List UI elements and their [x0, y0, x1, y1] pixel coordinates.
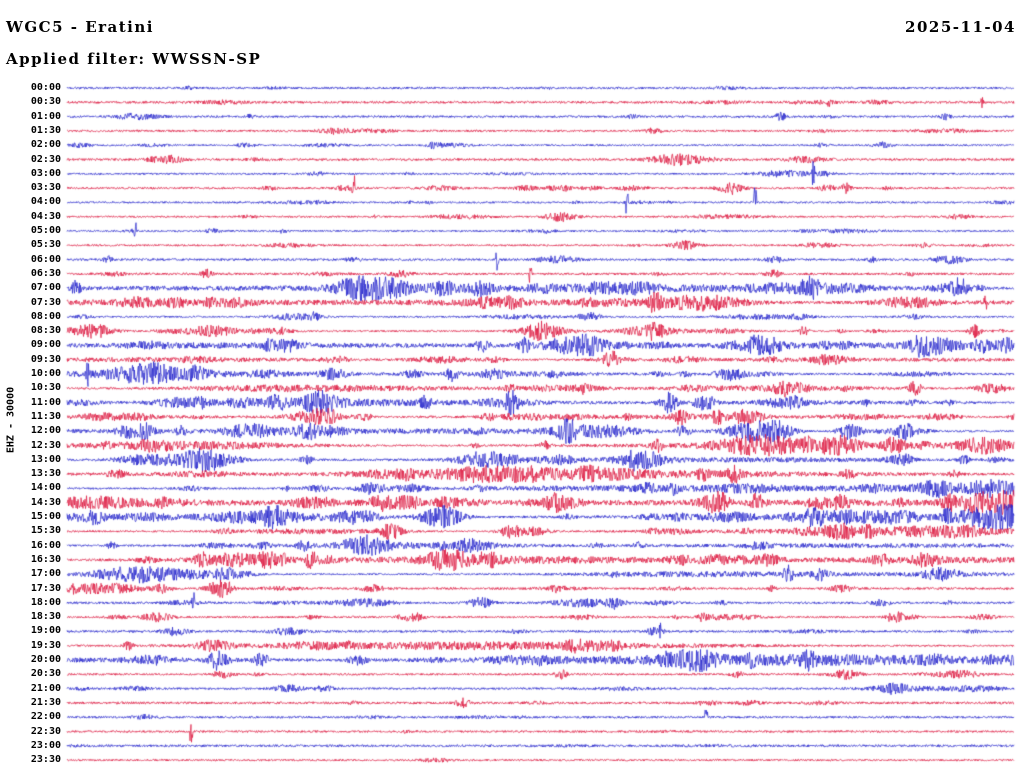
- time-label: 06:00: [30, 253, 61, 265]
- time-label: 16:00: [30, 539, 61, 551]
- time-label: 06:30: [30, 267, 61, 279]
- filter-label: Applied filter: WWSSN-SP: [6, 50, 262, 68]
- time-label: 01:00: [30, 110, 61, 122]
- time-label: 18:00: [30, 596, 61, 608]
- time-label: 15:30: [30, 525, 61, 537]
- time-label: 10:00: [30, 368, 61, 379]
- time-label: 13:00: [30, 453, 61, 465]
- time-label: 19:00: [30, 625, 61, 637]
- station-title: WGC5 - Eratini: [6, 18, 154, 36]
- time-label: 18:30: [30, 611, 61, 623]
- time-label: 09:30: [30, 353, 61, 365]
- time-label: 19:30: [30, 639, 61, 651]
- time-label: 21:00: [30, 682, 61, 694]
- time-label: 21:30: [30, 696, 61, 708]
- time-label: 00:30: [30, 96, 61, 108]
- time-label: 11:30: [30, 410, 61, 422]
- record-date: 2025-11-04: [905, 18, 1016, 36]
- time-label: 22:00: [30, 711, 61, 723]
- time-label: 03:30: [30, 182, 61, 194]
- time-label: 23:00: [30, 739, 61, 751]
- time-label: 15:00: [30, 511, 61, 522]
- time-label: 14:30: [30, 496, 61, 508]
- time-label: 20:30: [30, 668, 61, 680]
- time-label: 12:30: [30, 439, 61, 451]
- time-label: 11:00: [30, 396, 61, 408]
- time-label: 16:30: [30, 553, 61, 565]
- time-label: 07:00: [30, 282, 61, 294]
- time-label: 13:30: [30, 468, 61, 480]
- time-label: 08:30: [30, 325, 61, 337]
- time-label: 14:00: [30, 482, 61, 494]
- time-label: 02:00: [30, 139, 61, 151]
- time-label: 00:00: [30, 82, 61, 93]
- time-label: 12:00: [30, 425, 61, 437]
- time-label: 20:00: [30, 654, 61, 665]
- time-label: 05:30: [30, 239, 61, 251]
- time-label: 07:30: [30, 296, 61, 308]
- time-label: 17:30: [30, 582, 61, 594]
- time-label: 22:30: [30, 725, 61, 737]
- time-label: 04:30: [30, 210, 61, 222]
- time-label: 23:30: [30, 754, 61, 766]
- time-label: 09:00: [30, 339, 61, 351]
- time-label: 04:00: [30, 196, 61, 208]
- time-label: 10:30: [30, 382, 61, 394]
- time-label: 17:00: [30, 568, 61, 580]
- time-label: 08:00: [30, 310, 61, 322]
- time-label: 01:30: [30, 124, 61, 136]
- time-label: 03:00: [30, 167, 61, 179]
- time-label: 05:00: [30, 225, 61, 236]
- time-label: 02:30: [30, 153, 61, 165]
